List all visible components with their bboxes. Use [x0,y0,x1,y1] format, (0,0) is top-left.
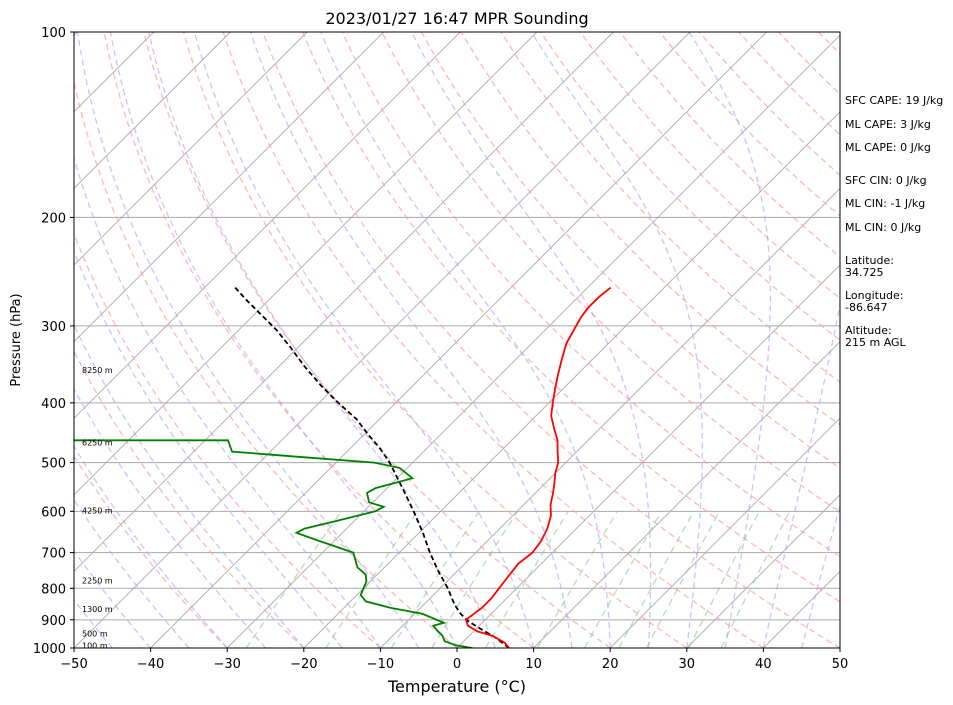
info-panel-line: Latitude: [845,254,894,267]
dry-adiabat-line [182,32,688,648]
dry-adiabat-line [222,32,764,648]
mixing-ratio-line [618,510,695,648]
dry-adiabat-line [103,32,534,648]
isotherm-line [74,32,231,190]
isotherm-line [686,494,840,648]
height-label: 8250 m [82,366,113,375]
dewpoint-line [74,439,473,648]
moist-adiabat-line [74,249,343,648]
y-axis-label: Pressure (hPa) [9,293,24,386]
height-label: 500 m [82,629,108,638]
moist-adiabat-line [762,300,840,648]
info-panel-line: 34.725 [845,266,884,279]
isotherm-line [74,32,691,648]
x-tick-label: 10 [525,657,542,672]
info-panel-line: Longitude: [845,289,903,302]
info-panel-line: ML CAPE: 0 J/kg [845,141,931,154]
moist-adiabat-line [148,32,496,648]
height-label: 100 m [82,642,108,651]
plot-frame [73,31,841,649]
height-label: 2250 m [82,577,113,586]
y-tick-label: 300 [41,320,66,335]
y-tick-label: 800 [41,582,66,597]
info-panel-line: SFC CIN: 0 J/kg [845,174,927,187]
isotherm-line [303,111,840,648]
mixing-ratio-line [688,510,760,648]
isotherm-line [74,32,308,266]
y-tick-label: 100 [41,26,66,41]
mixing-ratio-line [325,510,418,648]
isotherm-line [226,34,840,648]
mixing-ratio-line [536,510,618,648]
moist-adiabat-line [530,32,703,648]
y-tick-label: 700 [41,547,66,562]
height-label: 6250 m [82,439,113,448]
dry-adiabat-line [74,79,458,648]
y-tick-label: 600 [41,505,66,520]
dry-adiabat-line [143,32,611,648]
x-tick-label: −30 [213,657,240,672]
info-panel-line: SFC CAPE: 19 J/kg [845,94,943,107]
moist-adiabat-line [410,32,652,648]
moist-adiabat-line [801,504,840,648]
moist-adiabat-line [688,32,772,648]
x-axis-label: Temperature (°C) [387,677,526,696]
x-tick-label: 30 [679,657,696,672]
mixing-ratio-line [245,510,342,648]
isotherm-line [609,417,840,648]
isotherm-line [456,264,840,648]
dry-adiabat-line [74,454,228,648]
mixing-ratio-line [583,510,662,648]
isotherm-line [74,32,461,419]
mixing-ratio-line [720,510,791,648]
y-tick-label: 200 [41,211,66,226]
height-label: 1300 m [82,605,113,614]
info-panel-line: ML CIN: -1 J/kg [845,197,925,210]
isotherm-line [74,32,384,343]
info-panel-line: -86.647 [845,301,887,314]
mixing-ratio-line [645,510,721,648]
mixing-ratio-line [484,510,569,648]
parcel-profile-line [234,286,510,648]
isotherm-line [533,340,840,648]
moist-adiabat-line [249,32,573,648]
moist-adiabat-line [109,32,458,648]
isotherm-line [0,32,1,648]
x-tick-label: 20 [602,657,619,672]
x-tick-label: −20 [290,657,317,672]
x-tick-label: −40 [137,657,164,672]
moist-adiabat-line [74,498,190,648]
info-panel-line: ML CAPE: 3 J/kg [845,118,931,131]
moist-adiabat-line [74,445,228,648]
moist-adiabat-line [320,32,611,648]
x-tick-label: 0 [453,657,461,672]
dry-adiabat-line [74,231,381,648]
isotherm-line [74,32,614,573]
isotherm-line [150,32,767,648]
x-tick-label: −10 [367,657,394,672]
x-tick-label: −50 [60,657,87,672]
dry-adiabat-line [262,32,840,648]
isotherm-line [380,187,840,648]
y-tick-label: 1000 [33,642,66,657]
dry-adiabat-line [74,349,305,648]
y-tick-label: 400 [41,397,66,412]
y-tick-label: 500 [41,457,66,472]
info-panel-line: Altitude: [845,324,892,337]
moist-adiabat-line [193,32,535,648]
y-tick-label: 900 [41,614,66,629]
info-panel-line: 215 m AGL [845,336,907,349]
height-label: 4250 m [82,506,113,515]
info-panel-line: ML CIN: 0 J/kg [845,221,921,234]
moist-adiabat-line [74,598,113,648]
moist-adiabat-line [76,32,420,648]
chart-title: 2023/01/27 16:47 MPR Sounding [325,9,588,28]
isotherm-line [74,32,538,496]
x-tick-label: 40 [755,657,772,672]
moist-adiabat-line [74,156,381,648]
dry-adiabat-line [579,32,840,300]
temperature-line [464,286,612,648]
x-tick-label: 50 [832,657,849,672]
